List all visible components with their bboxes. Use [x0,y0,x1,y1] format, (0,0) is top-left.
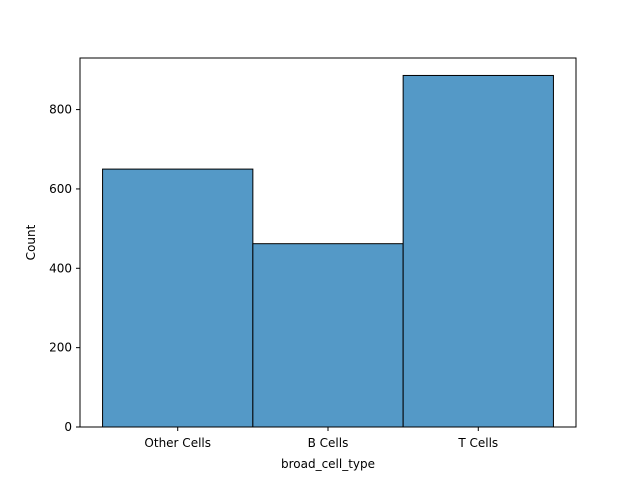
y-tick-label: 200 [49,341,72,355]
y-ticks-group: 0 200 400 600 800 [49,103,80,434]
x-ticks-group: Other Cells B Cells T Cells [144,427,498,450]
x-tick-label: Other Cells [144,436,211,450]
bar-b-cells [252,243,404,428]
x-tick-label: T Cells [457,436,498,450]
y-tick-label: 600 [49,182,72,196]
y-tick-label: 800 [49,103,72,117]
y-tick-label: 0 [64,420,72,434]
x-axis-label: broad_cell_type [281,457,375,471]
y-axis-label: Count [24,224,38,260]
bars-group [102,74,554,428]
bar-t-cells [402,74,554,428]
x-tick-label: B Cells [308,436,349,450]
y-tick-label: 400 [49,261,72,275]
bar-other-cells [102,168,254,428]
